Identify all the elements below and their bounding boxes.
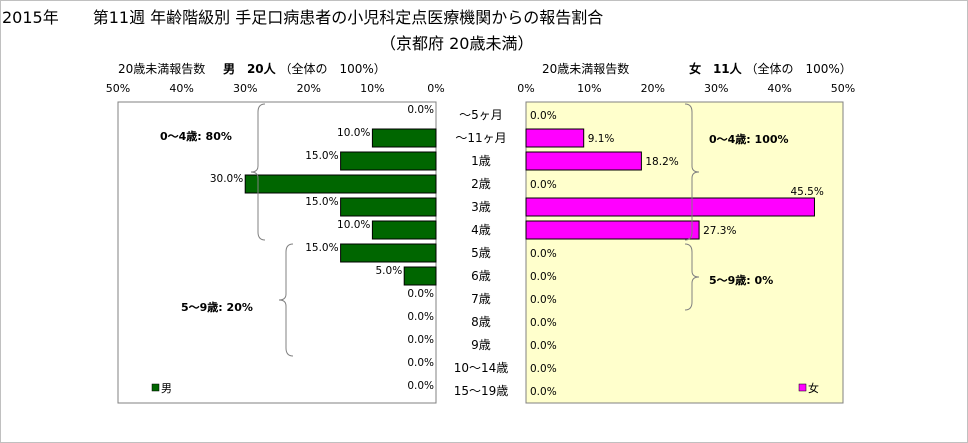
male-age-5-9-brace (278, 243, 294, 357)
male-x-tick-label: 40% (169, 82, 193, 95)
female-bar (525, 220, 700, 240)
female-bar-label: 27.3% (703, 225, 736, 237)
left-header: 20歳未満報告数 男 20人 （全体の 100%） (118, 60, 386, 77)
age-category-label: 4歳 (471, 223, 491, 237)
male-bar-label: 0.0% (407, 380, 434, 392)
female-age-5-9-annotation: 5～9歳: 0% (709, 273, 773, 287)
female-bar-label: 0.0% (530, 248, 557, 260)
age-category-label: ～11ヶ月 (455, 131, 506, 145)
male-x-tick-label: 30% (233, 82, 257, 95)
right-header-note: （全体の 100%） (745, 62, 852, 76)
male-age-0-4-brace (250, 103, 266, 241)
male-bar-label: 5.0% (376, 265, 403, 277)
male-bar (340, 243, 437, 263)
female-bar-label: 0.0% (530, 317, 557, 329)
male-bar-label: 10.0% (337, 127, 370, 139)
female-x-tick-label: 0% (517, 82, 534, 95)
female-bar-label: 0.0% (530, 271, 557, 283)
female-bar (525, 197, 815, 217)
left-header-note: （全体の 100%） (279, 62, 386, 76)
male-bar-label: 0.0% (407, 311, 434, 323)
female-bar-label: 0.0% (530, 110, 557, 122)
female-legend-label: 女 (808, 381, 819, 395)
female-bar (525, 151, 642, 171)
female-bar-label: 18.2% (645, 156, 678, 168)
male-bar (244, 174, 437, 194)
male-age-0-4-annotation: 0～4歳: 80% (160, 129, 232, 143)
male-legend-label: 男 (161, 382, 172, 395)
female-age-0-4-brace (684, 103, 700, 241)
title-text: 第11週 年齢階級別 手足口病患者の小児科定点医療機関からの報告割合 (92, 8, 604, 27)
male-x-tick-label: 10% (360, 82, 384, 95)
male-bar-label: 15.0% (305, 150, 338, 162)
age-category-label: ～5ヶ月 (459, 108, 503, 122)
age-category-label: 8歳 (471, 315, 491, 329)
left-header-count: 20人 (246, 62, 276, 76)
male-x-tick-label: 20% (297, 82, 321, 95)
female-age-0-4-annotation: 0～4歳: 100% (709, 132, 789, 146)
male-x-tick-label: 0% (427, 82, 444, 95)
right-header: 20歳未満報告数 女 11人 （全体の 100%） (542, 60, 852, 77)
male-legend-swatch (151, 383, 160, 392)
right-header-sex: 女 (689, 62, 702, 76)
male-bar (371, 128, 437, 148)
right-header-caption: 20歳未満報告数 (542, 62, 630, 76)
female-bar-label: 0.0% (530, 179, 557, 191)
female-x-tick-label: 20% (641, 82, 665, 95)
age-category-label: 9歳 (471, 338, 491, 352)
male-x-tick-label: 50% (106, 82, 130, 95)
title-year: 2015年 (2, 8, 59, 27)
female-x-tick-label: 40% (767, 82, 791, 95)
female-x-tick-label: 50% (831, 82, 855, 95)
male-bar-label: 15.0% (305, 196, 338, 208)
chart-subtitle: （京都府 20歳未満） (380, 34, 534, 53)
left-header-caption: 20歳未満報告数 (118, 62, 206, 76)
male-bar-label: 30.0% (210, 173, 243, 185)
male-bar-label: 15.0% (305, 242, 338, 254)
male-bar-label: 10.0% (337, 219, 370, 231)
female-bar (525, 128, 585, 148)
male-bar-label: 0.0% (407, 104, 434, 116)
female-bar-label: 0.0% (530, 363, 557, 375)
age-category-label: 1歳 (471, 154, 491, 168)
female-x-tick-label: 30% (704, 82, 728, 95)
right-header-count: 11人 (712, 62, 742, 76)
male-bar-label: 0.0% (407, 288, 434, 300)
age-category-label: 10～14歳 (454, 361, 509, 375)
male-bar (340, 197, 437, 217)
female-bar-label: 0.0% (530, 386, 557, 398)
male-bar (403, 266, 437, 286)
chart-title: 2015年 第11週 年齢階級別 手足口病患者の小児科定点医療機関からの報告割合 (2, 4, 603, 28)
male-bar (371, 220, 437, 240)
age-category-label: 5歳 (471, 246, 491, 260)
male-bar-label: 0.0% (407, 334, 434, 346)
male-age-5-9-annotation: 5～9歳: 20% (181, 300, 253, 314)
age-category-label: 2歳 (471, 177, 491, 191)
age-category-label: 3歳 (471, 200, 491, 214)
male-bar-label: 0.0% (407, 357, 434, 369)
female-bar-label: 0.0% (530, 294, 557, 306)
female-age-5-9-brace (684, 243, 700, 311)
male-bar (340, 151, 437, 171)
female-bar-label: 45.5% (790, 186, 823, 198)
age-category-label: 15～19歳 (454, 384, 509, 398)
left-header-sex: 男 (223, 62, 236, 76)
age-category-label: 6歳 (471, 269, 491, 283)
female-bar-label: 0.0% (530, 340, 557, 352)
female-legend-swatch (798, 383, 807, 392)
female-bar-label: 9.1% (588, 133, 615, 145)
female-x-tick-label: 10% (577, 82, 601, 95)
age-category-label: 7歳 (471, 292, 491, 306)
